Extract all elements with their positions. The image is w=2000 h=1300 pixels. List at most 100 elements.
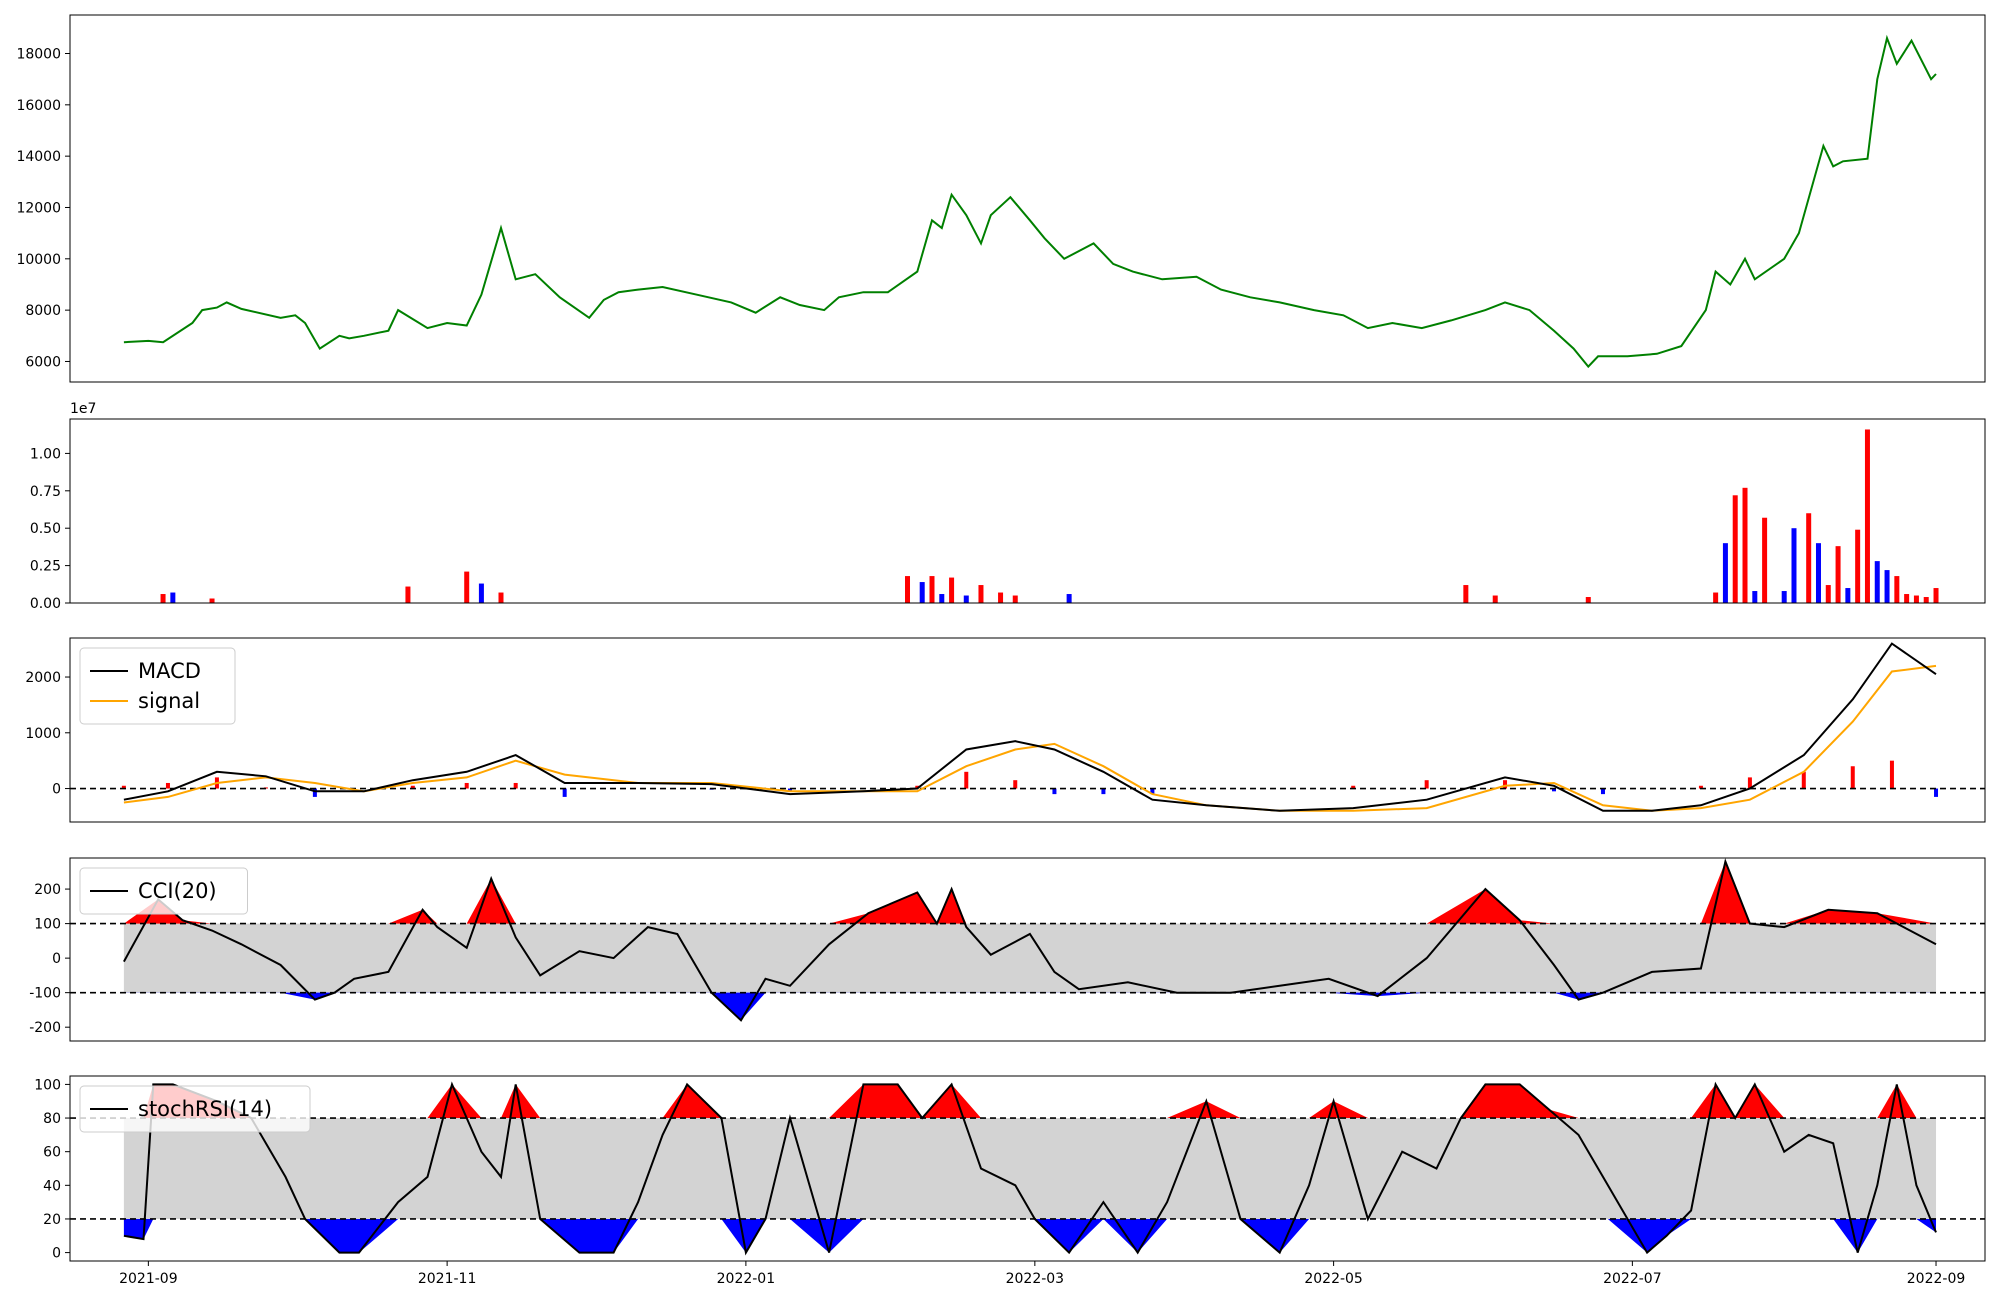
y-tick-label: -100 [29, 986, 61, 1002]
legend-label: MACD [138, 659, 201, 683]
volume-bar [1732, 495, 1738, 603]
legend-box [79, 1085, 311, 1133]
volume-bar [1012, 595, 1018, 603]
legend-label: stochRSI(14) [138, 1097, 272, 1121]
volume-bar [1913, 595, 1919, 603]
price-line [123, 34, 1937, 369]
volume-bar [1825, 585, 1831, 603]
signal-line [123, 664, 1937, 812]
volume-bar [1864, 429, 1870, 603]
volume-bar [1781, 591, 1787, 603]
macd-histogram-bar [165, 782, 170, 789]
y-tick-label: 200 [34, 882, 61, 898]
macd-histogram-bar [1552, 788, 1557, 792]
plot-frame [69, 637, 1986, 823]
volume-bar [978, 585, 984, 603]
macd-histogram-bar [1351, 785, 1356, 789]
macd-histogram-bar [121, 785, 126, 789]
volume-bar [929, 576, 935, 603]
oversold-fill [123, 992, 1937, 1021]
volume-bar [998, 592, 1004, 603]
x-tick-label: 2022-01 [717, 1271, 776, 1287]
macd-histogram-bar [513, 782, 518, 789]
y-tick-label: 0 [52, 1246, 61, 1262]
plot-frame [69, 1075, 1986, 1262]
y-tick-label: 1000 [25, 726, 61, 742]
volume-bar [1933, 588, 1939, 603]
overbought-fill [123, 861, 1937, 924]
volume-bar [1722, 543, 1728, 603]
y-tick-label: 0 [52, 951, 61, 967]
y-tick-label: 8000 [25, 303, 61, 319]
x-tick-label: 2022-07 [1603, 1271, 1662, 1287]
y-tick-label: 18000 [16, 46, 61, 62]
macd-line [123, 642, 1937, 812]
macd-histogram-bar [1934, 788, 1939, 797]
volume-bar [1742, 487, 1748, 603]
volume-bar [209, 598, 215, 603]
macd-histogram-bar [964, 771, 969, 789]
neutral-band [123, 1118, 1937, 1219]
y-tick-label: 0 [52, 782, 61, 798]
volume-bar [1884, 570, 1890, 603]
y-tick-label: 0.75 [30, 484, 61, 500]
volume-bar [160, 594, 166, 603]
macd-histogram-bar [787, 788, 792, 792]
oversold-fill [123, 1218, 1937, 1253]
volume-bar [1492, 595, 1498, 603]
volume-bar [1904, 594, 1910, 603]
plot-frame [69, 418, 1986, 604]
volume-bar [478, 583, 484, 603]
y-tick-label: 2000 [25, 670, 61, 686]
x-tick-label: 2022-05 [1304, 1271, 1363, 1287]
volume-bar [949, 577, 955, 603]
y-tick-label: 1.00 [30, 446, 61, 462]
macd-histogram-bar [1150, 788, 1155, 795]
macd-histogram-bar [562, 788, 567, 797]
macd-panel: 0 1000 2000 MACD signal [25, 637, 1986, 823]
price-panel: 6000 8000 10000 12000 14000 16000 18000 [16, 14, 1986, 383]
volume-bar [1815, 543, 1821, 603]
volume-bar [1923, 597, 1929, 603]
plot-frame [69, 14, 1986, 383]
volume-bar [1752, 591, 1758, 603]
macd-histogram-bar [915, 785, 920, 789]
volume-bar [170, 592, 176, 603]
macd-histogram-bar [464, 782, 469, 789]
macd-histogram-bar [1850, 766, 1855, 789]
volume-bar [1713, 592, 1719, 603]
volume-bar [1463, 585, 1469, 603]
y-tick-label: 20 [43, 1212, 61, 1228]
macd-histogram-bar [1013, 780, 1018, 789]
legend-box [79, 867, 248, 915]
volume-bar [1066, 594, 1072, 603]
y-tick-label: 0.50 [30, 521, 61, 537]
macd-histogram-bar [1747, 777, 1752, 789]
volume-bar [1855, 529, 1861, 603]
volume-bar [905, 576, 911, 603]
y-offset-label: 1e7 [70, 401, 96, 417]
y-tick-label: 14000 [16, 149, 61, 165]
y-tick-label: 16000 [16, 98, 61, 114]
plot-frame [69, 857, 1986, 1042]
macd-histogram-bar [312, 788, 317, 797]
macd-histogram-bar [410, 785, 415, 789]
volume-bar [1835, 546, 1841, 603]
y-tick-label: 60 [43, 1145, 61, 1161]
y-tick-label: 0.25 [30, 559, 61, 575]
y-tick-label: 100 [34, 917, 61, 933]
legend-box [79, 647, 236, 725]
y-tick-label: 80 [43, 1111, 61, 1127]
x-tick-label: 2022-03 [1006, 1271, 1065, 1287]
y-tick-label: 0.00 [30, 596, 61, 612]
volume-bar [919, 582, 925, 603]
y-tick-label: 6000 [25, 354, 61, 370]
x-tick-label: 2021-09 [119, 1271, 178, 1287]
x-tick-label: 2022-09 [1907, 1271, 1966, 1287]
macd-histogram-bar [1600, 788, 1605, 795]
macd-histogram-bar [1698, 785, 1703, 789]
y-tick-label: 100 [34, 1077, 61, 1093]
stochrsi-line [123, 1081, 1937, 1256]
macd-histogram-bar [1052, 788, 1057, 795]
